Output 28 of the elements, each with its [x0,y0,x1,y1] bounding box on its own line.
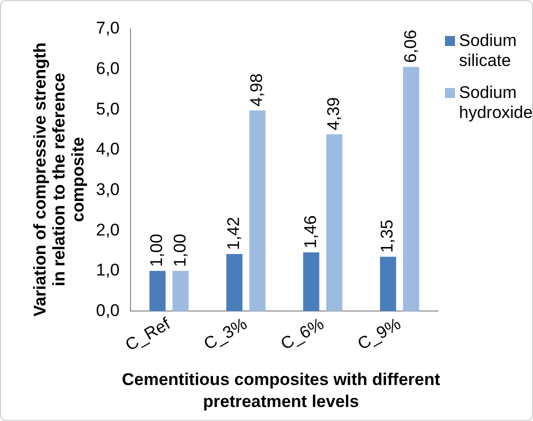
data-label: 1,00 [170,234,190,267]
bar [226,254,242,312]
y-tick-label: 5,0 [96,99,120,118]
y-tick-label: 0,0 [96,300,120,320]
data-label: 1,46 [300,215,320,248]
data-label: 6,06 [400,30,420,63]
legend-label: Sodium hydroxide [459,83,533,123]
data-label: 1,35 [378,220,397,253]
data-label: 4,98 [247,73,266,106]
y-tick-label: 6,0 [96,59,120,78]
bar [303,252,320,312]
legend-label: Sodium silicate [459,31,518,71]
y-axis-title: Variation of compressive strength in relation to the reference composite [30,42,88,318]
bar [149,270,166,312]
data-label: 1,00 [147,234,166,267]
y-tick-label: 1,0 [96,260,120,280]
bar [172,270,189,312]
data-label: 4,39 [324,97,343,130]
y-tick-label: 2,0 [96,220,120,240]
bar [249,110,266,312]
bar [380,256,396,312]
data-label: 1,42 [224,216,244,250]
y-tick-label: 3,0 [96,180,120,199]
x-axis-title: Cementitious composites with different pretreatment levels [120,369,442,413]
bar [326,134,342,312]
y-tick-label: 4,0 [96,140,120,159]
y-tick-label: 7,0 [96,18,120,38]
bar [403,66,420,312]
